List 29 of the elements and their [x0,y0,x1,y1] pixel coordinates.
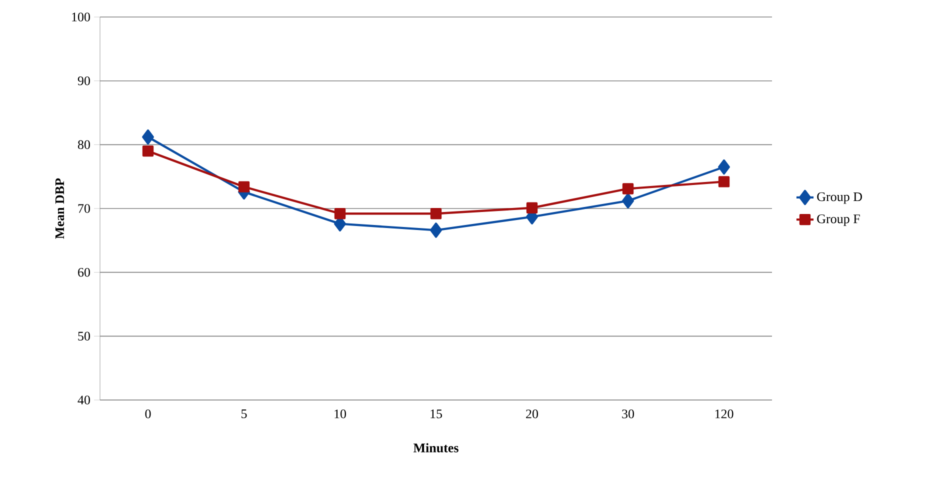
y-tick-label: 90 [78,76,90,86]
point [430,222,442,238]
x-tick-label: 120 [715,410,734,418]
x-tick-label: 15 [430,410,442,418]
y-axis-title: Mean DBP [55,178,64,239]
legend-label: Group F [817,214,860,226]
point [622,193,634,208]
x-axis-title: Minutes [413,443,458,452]
point [334,208,346,220]
point [142,145,154,157]
point [238,181,250,192]
x-tick-label: 5 [242,410,247,418]
point [718,176,730,188]
y-tick-label: 80 [78,140,90,150]
point [142,129,154,145]
x-tick-label: 0 [145,410,151,418]
point [430,208,442,220]
legend-label: Group D [817,192,862,204]
x-tick-label: 10 [334,410,346,418]
y-tick-label: 60 [78,268,90,277]
y-tick-label: 40 [78,396,90,404]
y-tick-label: 100 [72,12,90,22]
y-tick-label: 50 [78,332,90,341]
point [622,183,634,194]
x-tick-label: 20 [526,410,538,418]
y-tick-label: 70 [78,204,90,213]
point [526,202,538,214]
x-tick-label: 30 [622,410,634,418]
point [718,159,730,175]
